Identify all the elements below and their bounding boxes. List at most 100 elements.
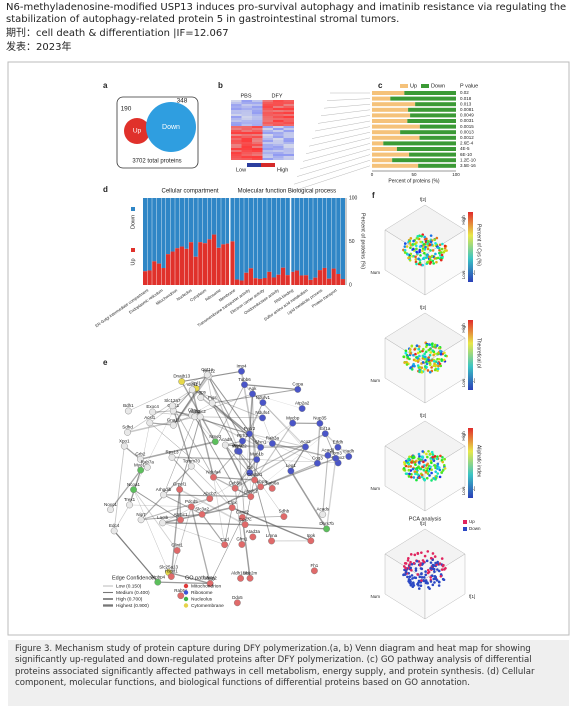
heat-cell (231, 150, 242, 152)
heat-cell (283, 112, 294, 114)
point (404, 459, 408, 463)
bar-down (396, 147, 456, 151)
point (407, 457, 410, 461)
point (419, 458, 422, 461)
heat-cell (273, 126, 284, 128)
edge (157, 581, 211, 585)
heat-cell (273, 150, 284, 152)
heat-cell (252, 144, 263, 146)
point (403, 248, 407, 252)
label: Rab3a (266, 436, 280, 441)
d-bar-down (294, 198, 299, 271)
point (433, 238, 436, 241)
edge (249, 402, 264, 434)
d-bar-up (166, 254, 171, 285)
heat-cell (283, 126, 294, 128)
point (423, 367, 426, 371)
edge (209, 472, 250, 499)
label: Lactb (157, 515, 169, 520)
label: 6E-10 (460, 152, 473, 157)
d-bar-down (156, 198, 161, 264)
edge (168, 571, 211, 585)
label: Rbm3 (330, 451, 343, 456)
heat-cell (273, 112, 284, 114)
node (269, 440, 276, 447)
edge (290, 470, 328, 530)
point (416, 357, 420, 360)
edge (324, 433, 337, 459)
d-bar-up (331, 268, 336, 285)
edge (248, 393, 254, 434)
edge (162, 522, 225, 545)
point (428, 347, 432, 351)
edge (113, 504, 130, 532)
node (203, 371, 211, 379)
label: Up (469, 519, 475, 524)
point (419, 467, 423, 471)
point (426, 369, 430, 372)
heat-cell (283, 108, 294, 110)
point (403, 561, 407, 565)
d-bar-up (313, 277, 318, 285)
edge (213, 477, 233, 508)
point (426, 245, 429, 248)
d-bar-down (290, 198, 295, 272)
point (425, 559, 429, 563)
d-bar-up (212, 234, 217, 285)
row-guide (320, 109, 371, 116)
point (432, 477, 436, 480)
heat-scale-high (261, 163, 275, 167)
label: Slc12a7 (164, 398, 181, 403)
label: Num (370, 378, 380, 383)
d-bar-up (258, 278, 263, 285)
point (413, 461, 417, 464)
bar-up (372, 96, 391, 101)
label: Hspd1 (165, 569, 179, 574)
node (198, 510, 206, 518)
point (412, 581, 415, 584)
point (412, 362, 415, 366)
point (405, 363, 409, 366)
heat-cell (241, 120, 252, 122)
heat-cell (231, 148, 242, 150)
point (410, 368, 414, 371)
point (436, 256, 440, 260)
label: 0.0013 (460, 129, 474, 134)
label: 100 (349, 195, 358, 201)
heat-cell (262, 146, 273, 148)
d-bar-down (202, 198, 207, 244)
point (429, 561, 433, 564)
point (421, 249, 424, 253)
edge (206, 374, 213, 404)
bar-up (372, 158, 393, 163)
point (436, 462, 440, 466)
edge (190, 506, 211, 584)
colorbar (468, 212, 473, 282)
d-bar-up (317, 270, 322, 285)
point (436, 568, 439, 571)
heat-cell (273, 124, 284, 126)
point (439, 251, 443, 254)
label: Acads (316, 507, 329, 512)
heat-cell (252, 148, 263, 150)
label: Copa (292, 382, 303, 387)
bar-down (415, 102, 456, 107)
heat-cell (241, 110, 252, 112)
heat-cell (252, 158, 263, 160)
label: Nme2 (209, 434, 222, 439)
edge (252, 393, 303, 409)
heat-cell (273, 156, 284, 158)
point (426, 242, 429, 246)
point (404, 570, 408, 574)
heat-cell (283, 102, 294, 104)
heat-cell (273, 122, 284, 124)
heat-cell (283, 130, 294, 132)
heat-cell (231, 118, 242, 120)
node (289, 419, 297, 427)
node (259, 399, 267, 406)
point (409, 237, 413, 240)
label: Num (370, 270, 380, 275)
point (426, 455, 429, 459)
point (413, 553, 417, 557)
heat-cell (262, 112, 273, 114)
